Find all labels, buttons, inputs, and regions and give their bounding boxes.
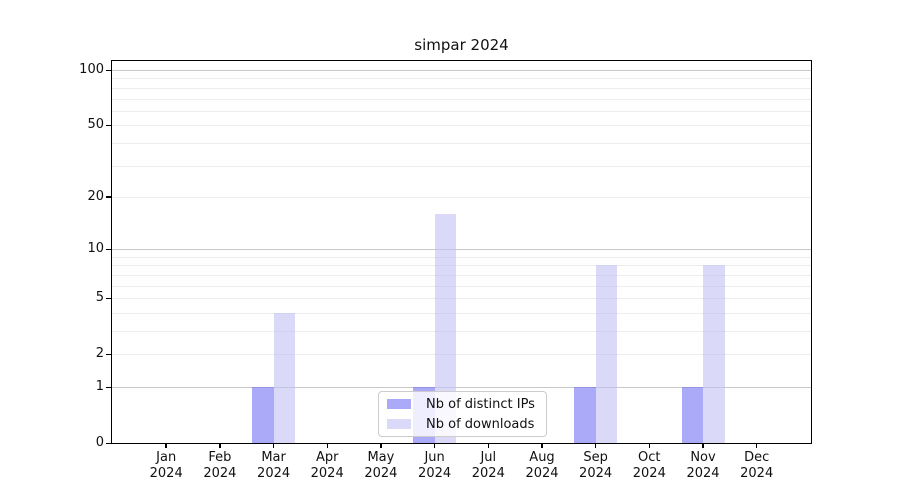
legend-item-distinct-ips: Nb of distinct IPs [387,396,538,412]
x-tick-mark [541,443,543,448]
x-tick-mark [594,443,597,448]
minor-gridline [112,142,811,144]
minor-gridline [112,78,811,80]
x-tick-mark [755,443,758,448]
bar-distinct-ips [681,387,703,443]
y-tick-mark [106,124,112,127]
x-tick-label: Oct 2024 [632,450,666,481]
bar-downloads [703,265,725,443]
y-tick-label: 5 [95,290,104,306]
minor-gridline [112,87,811,89]
minor-gridline [112,274,811,276]
minor-gridline [112,98,811,100]
x-tick-label: Nov 2024 [686,450,720,481]
major-gridline [112,69,811,71]
x-tick-mark [272,443,275,448]
x-tick-label: Sep 2024 [579,450,613,481]
y-tick-mark [106,386,112,388]
bar-downloads [434,214,457,443]
y-tick-label: 100 [79,62,104,77]
legend-label-distinct-ips: Nb of distinct IPs [426,396,535,412]
major-gridline [112,248,811,251]
bar-distinct-ips [252,387,274,443]
bar-distinct-ips [574,387,596,443]
y-tick-label: 20 [87,188,104,204]
x-tick-mark [433,443,436,448]
downloads-swatch [387,419,411,429]
x-tick-label: Mar 2024 [257,450,291,481]
x-tick-mark [219,443,221,448]
x-tick-mark [487,443,489,448]
x-tick-mark [648,443,651,448]
minor-gridline [112,354,811,356]
x-tick-label: Aug 2024 [525,450,559,481]
minor-gridline [112,312,811,314]
minor-gridline [112,256,811,258]
x-tick-mark [702,443,704,448]
legend-label-downloads: Nb of downloads [426,416,535,432]
y-tick-mark [106,196,112,198]
minor-gridline [112,298,811,300]
bar-downloads [273,312,296,443]
y-tick-label: 10 [87,241,104,257]
y-tick-label: 0 [95,435,104,450]
minor-gridline [112,285,811,287]
x-tick-label: Apr 2024 [310,450,344,481]
minor-gridline [112,110,811,112]
distinct-ips-swatch [387,399,411,409]
x-tick-label: Jul 2024 [471,450,505,481]
x-tick-label: May 2024 [364,450,398,481]
chart-title: simpar 2024 [414,36,509,54]
y-tick-label: 1 [95,379,104,394]
x-tick-label: Dec 2024 [740,450,774,481]
y-tick-label: 50 [87,117,104,133]
x-tick-label: Feb 2024 [203,450,237,481]
x-tick-label: Jun 2024 [418,450,452,481]
minor-gridline [112,125,811,127]
major-gridline [112,386,811,388]
legend-item-downloads: Nb of downloads [387,416,538,432]
legend: Nb of distinct IPs Nb of downloads [378,391,547,437]
y-tick-mark [106,297,112,300]
x-tick-label: Jan 2024 [149,450,183,481]
y-tick-mark [106,248,112,251]
minor-gridline [112,165,811,167]
x-tick-mark [165,443,167,448]
y-tick-mark [106,353,112,356]
y-tick-label: 2 [95,346,104,362]
minor-gridline [112,196,811,198]
minor-gridline [112,265,811,267]
bar-downloads [595,265,618,443]
y-tick-mark [106,69,112,71]
y-tick-mark [106,442,112,444]
x-tick-mark [380,443,382,448]
x-tick-mark [326,443,328,448]
minor-gridline [112,331,811,332]
